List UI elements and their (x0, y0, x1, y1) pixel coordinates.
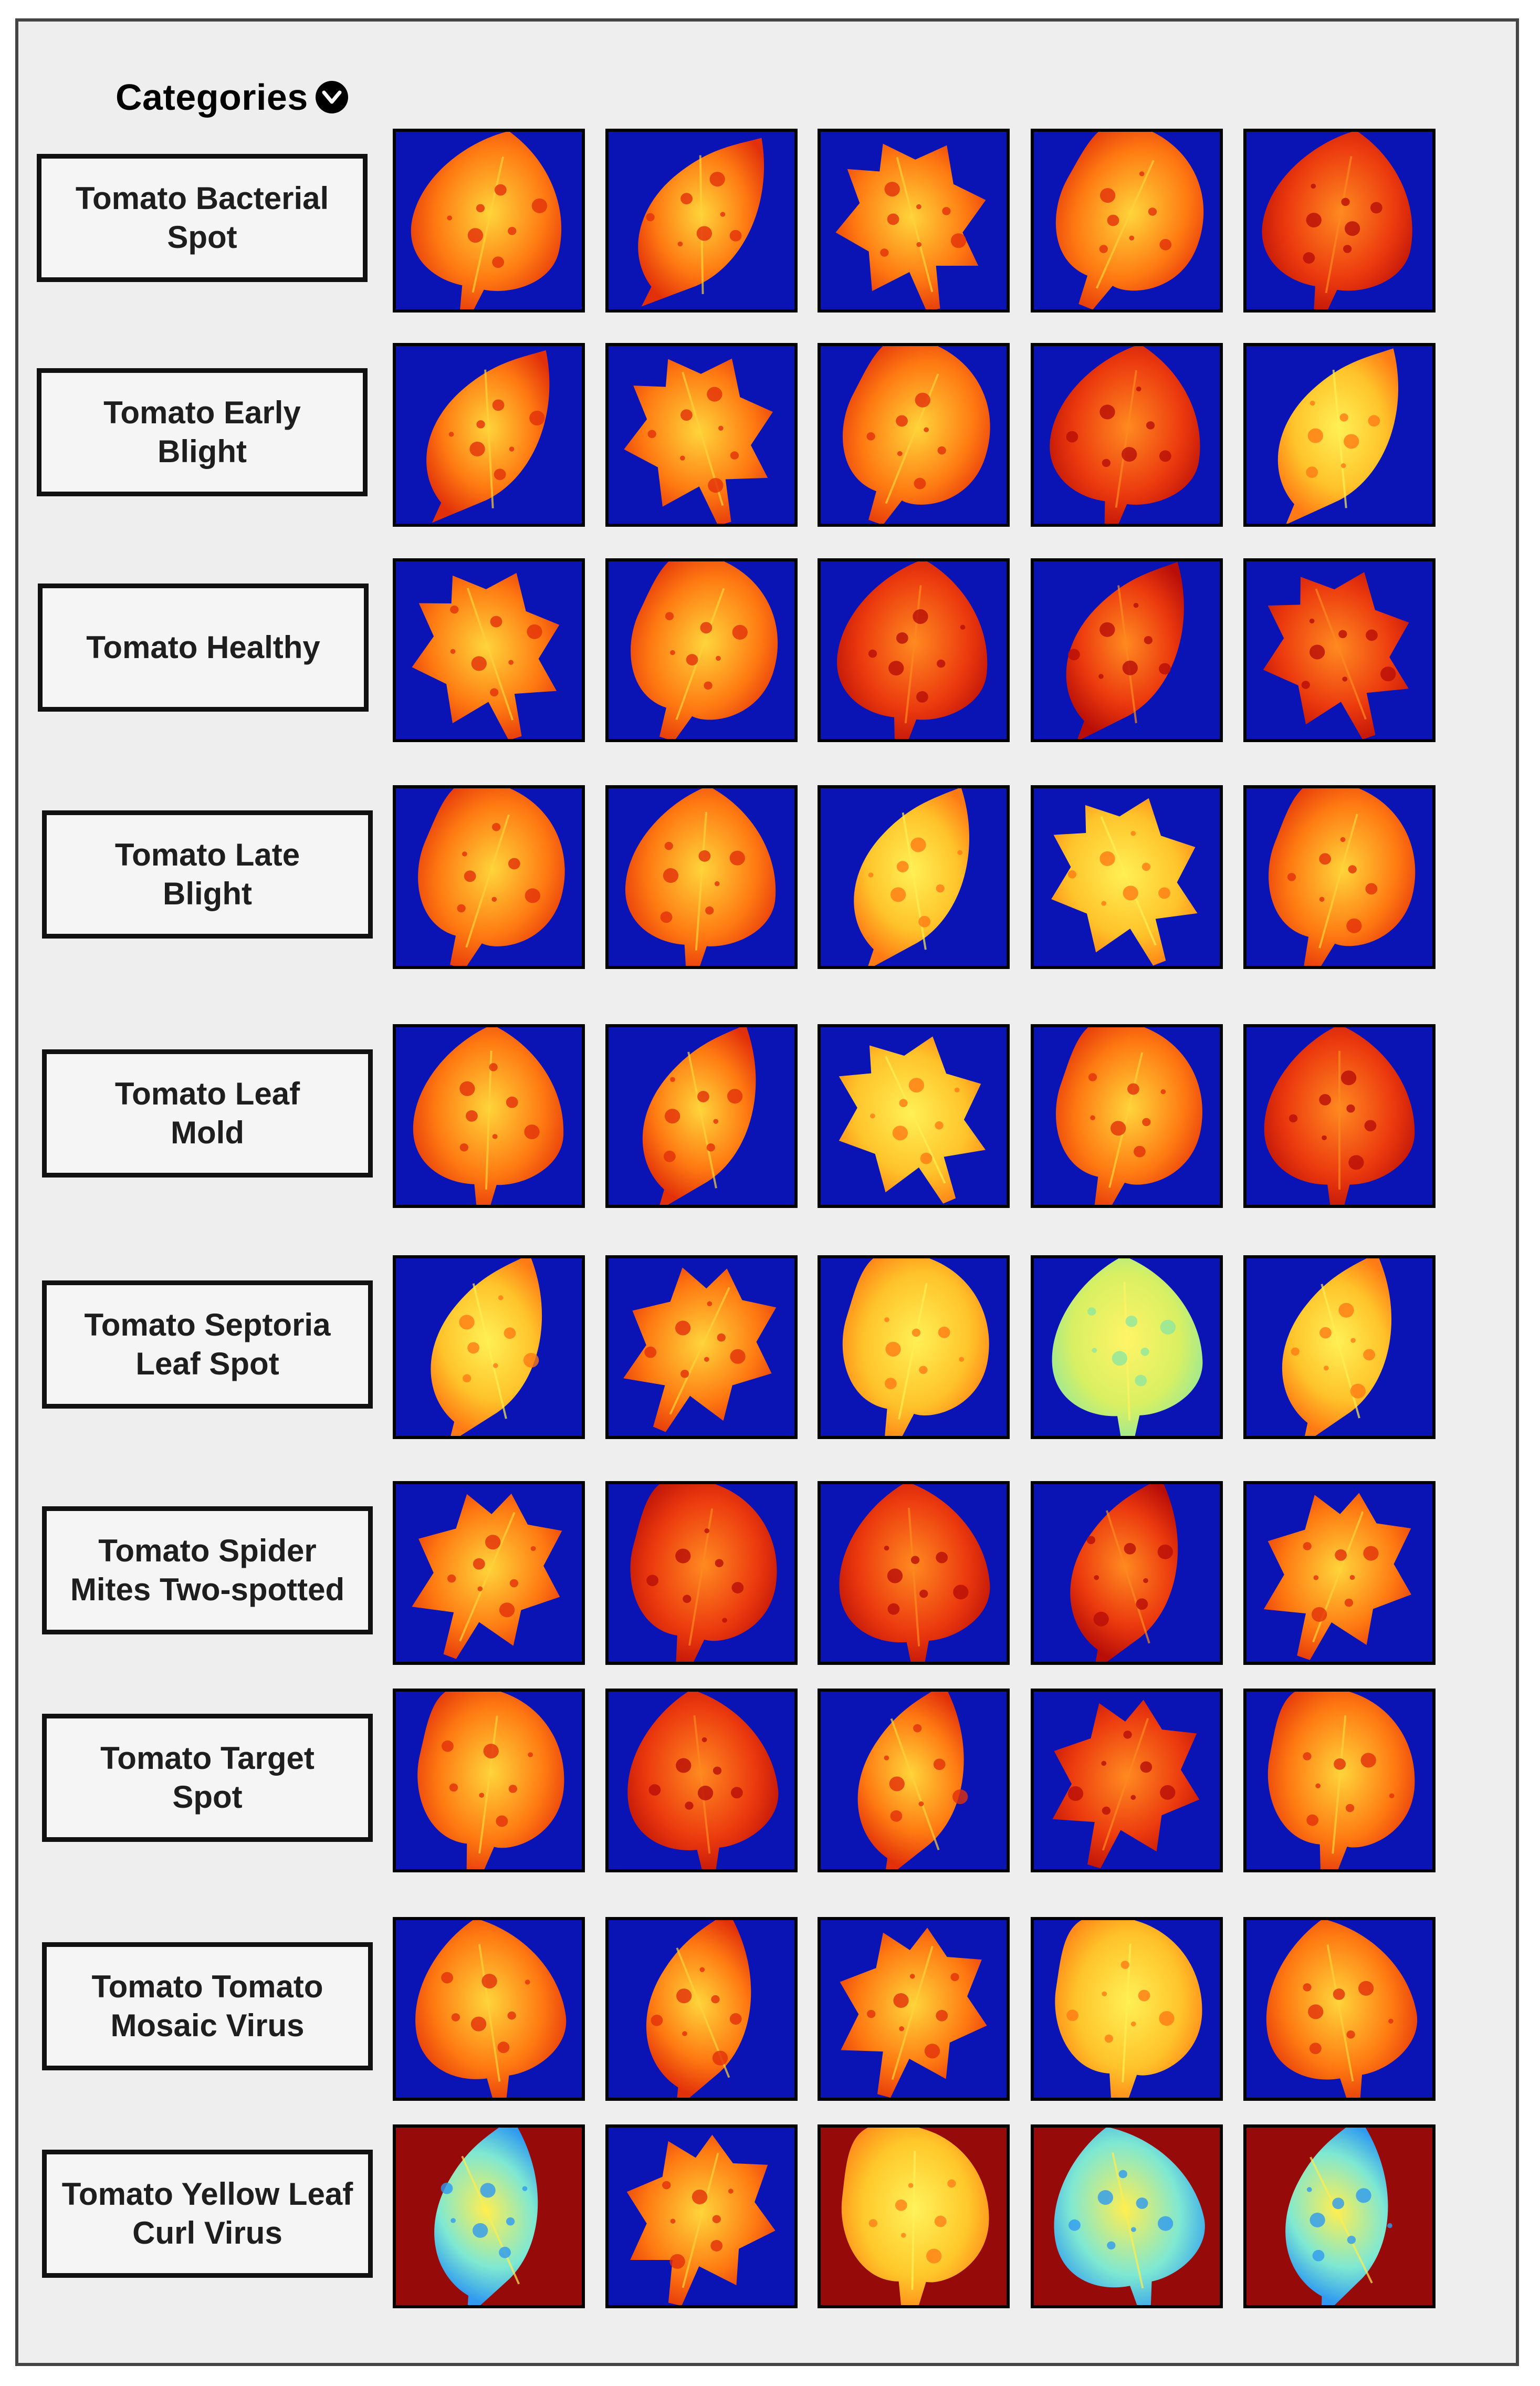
leaf-image-tile (1031, 1917, 1223, 2101)
leaf-image-tile (818, 343, 1010, 527)
leaf-image-tile (393, 558, 585, 742)
leaf-image-tile (1243, 1255, 1436, 1439)
category-label: Tomato Septoria Leaf Spot (42, 1280, 373, 1409)
leaf-image-tile (605, 129, 798, 312)
categories-header: Categories (116, 74, 348, 121)
leaf-image-tile (393, 343, 585, 527)
leaf-image-tile (1031, 1689, 1223, 1872)
leaf-image-tile (605, 343, 798, 527)
leaf-image-tile (393, 2124, 585, 2308)
leaf-image-tile (818, 558, 1010, 742)
leaf-image-tile (1243, 1024, 1436, 1208)
leaf-image-tile (393, 785, 585, 969)
leaf-image-tile (1031, 343, 1223, 527)
category-label-text: Tomato Bacterial Spot (75, 181, 329, 255)
chevron-down-circle-icon (315, 81, 348, 113)
leaf-image-tile (1031, 1024, 1223, 1208)
category-label: Tomato Yellow Leaf Curl Virus (42, 2150, 373, 2278)
category-label: Tomato Spider Mites Two-spotted (42, 1506, 373, 1634)
leaf-image-tile (1243, 1689, 1436, 1872)
category-label-text: Tomato Tomato Mosaic Virus (91, 1969, 323, 2043)
leaf-image-tile (1243, 558, 1436, 742)
category-label-text: Tomato Leaf Mold (114, 1076, 300, 1150)
category-label: Tomato Healthy (38, 584, 369, 712)
leaf-image-tile (818, 785, 1010, 969)
leaf-image-tile (393, 1024, 585, 1208)
leaf-image-tile (818, 1255, 1010, 1439)
leaf-image-tile (605, 558, 798, 742)
category-label: Tomato Leaf Mold (42, 1049, 373, 1178)
category-label-text: Tomato Healthy (86, 630, 320, 665)
leaf-image-tile (1243, 2124, 1436, 2308)
category-label: Tomato Bacterial Spot (37, 154, 368, 282)
category-label-text: Tomato Target Spot (100, 1741, 315, 1815)
category-label-text: Tomato Yellow Leaf Curl Virus (61, 2176, 353, 2250)
leaf-image-tile (818, 1689, 1010, 1872)
leaf-image-tile (1243, 1481, 1436, 1665)
category-label: Tomato Target Spot (42, 1714, 373, 1842)
leaf-image-tile (1031, 1481, 1223, 1665)
leaf-image-tile (1031, 558, 1223, 742)
category-label: Tomato Early Blight (37, 368, 368, 496)
leaf-image-tile (818, 1917, 1010, 2101)
leaf-image-tile (605, 785, 798, 969)
category-label-text: Tomato Spider Mites Two-spotted (70, 1533, 345, 1607)
leaf-image-tile (1243, 343, 1436, 527)
leaf-image-tile (818, 2124, 1010, 2308)
leaf-image-tile (1243, 1917, 1436, 2101)
leaf-image-tile (605, 1689, 798, 1872)
leaf-image-tile (818, 1024, 1010, 1208)
leaf-image-tile (605, 1917, 798, 2101)
category-label: Tomato Tomato Mosaic Virus (42, 1942, 373, 2070)
categories-title: Categories (116, 77, 308, 118)
leaf-image-tile (393, 1481, 585, 1665)
leaf-image-tile (605, 1024, 798, 1208)
leaf-image-tile (1031, 2124, 1223, 2308)
leaf-image-tile (393, 1255, 585, 1439)
category-label: Tomato Late Blight (42, 810, 373, 939)
leaf-image-tile (393, 1689, 585, 1872)
leaf-image-tile (818, 129, 1010, 312)
category-label-text: Tomato Early Blight (103, 395, 301, 469)
leaf-image-tile (1031, 785, 1223, 969)
leaf-image-tile (1031, 129, 1223, 312)
leaf-image-tile (393, 1917, 585, 2101)
leaf-image-tile (1243, 785, 1436, 969)
leaf-image-tile (605, 1255, 798, 1439)
leaf-image-tile (1243, 129, 1436, 312)
leaf-image-tile (605, 1481, 798, 1665)
leaf-image-tile (393, 129, 585, 312)
leaf-image-tile (818, 1481, 1010, 1665)
category-label-text: Tomato Septoria Leaf Spot (84, 1307, 331, 1381)
leaf-image-tile (1031, 1255, 1223, 1439)
leaf-image-tile (605, 2124, 798, 2308)
category-label-text: Tomato Late Blight (114, 837, 300, 911)
